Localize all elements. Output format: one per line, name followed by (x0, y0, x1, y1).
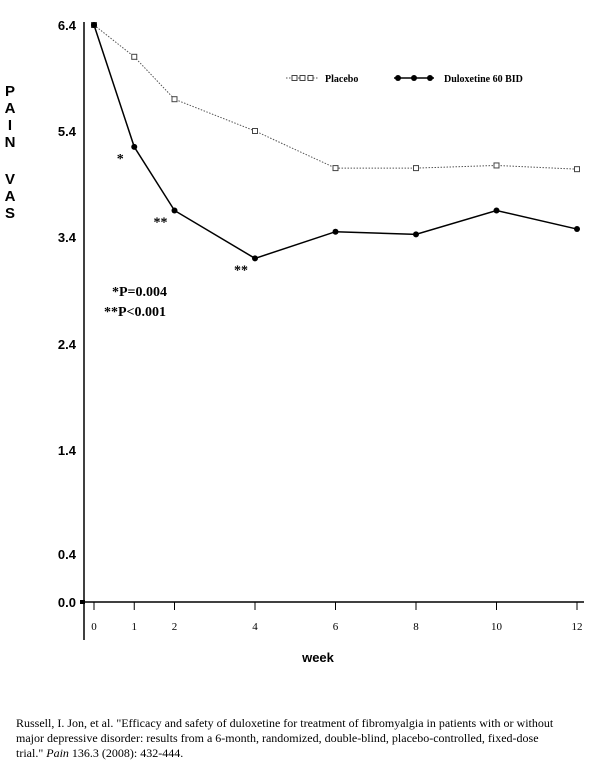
y-tick-label: 0.0 (58, 595, 76, 610)
citation-volume: 136.3 (2008): 432-444. (68, 746, 184, 760)
legend-placebo-marker (299, 75, 306, 81)
x-tick-label: 2 (172, 621, 178, 633)
series-markers (91, 22, 580, 262)
legend-placebo-marker (291, 75, 298, 81)
x-tick-label: 6 (333, 621, 339, 633)
pvalue-annotation-2: **P<0.001 (104, 305, 166, 320)
placebo-point (332, 165, 339, 172)
duloxetine-point (171, 207, 178, 214)
legend-placebo-marker (307, 75, 314, 81)
y-tick-label: 3.4 (58, 230, 77, 245)
significance-star: ** (234, 263, 248, 278)
y-tick-label: 2.4 (58, 337, 77, 352)
placebo-point (413, 165, 419, 172)
series-line-duloxetine (93, 24, 578, 260)
placebo-point (131, 53, 138, 60)
citation-text: Russell, I. Jon, et al. "Efficacy and sa… (16, 716, 554, 760)
duloxetine-point (252, 255, 258, 262)
y-axis-label-letter: V (5, 171, 15, 188)
duloxetine-point (413, 231, 419, 238)
y-tick-label: 5.4 (58, 124, 77, 139)
y-axis-label-letter: A (5, 100, 16, 117)
x-ticks: 0 1 2 4 6 8 10 12 (91, 602, 583, 633)
legend-placebo-label: Placebo (325, 74, 358, 85)
significance-stars: ***** (117, 152, 248, 279)
y-tick-label: 6.4 (58, 18, 77, 33)
legend-duloxetine-marker (395, 75, 401, 81)
citation: Russell, I. Jon, et al. "Efficacy and sa… (16, 716, 556, 761)
significance-star: * (117, 152, 124, 167)
y-axis-label-letter: I (8, 117, 12, 134)
duloxetine-point (574, 226, 580, 233)
y-tick-label: 1.4 (58, 443, 77, 458)
duloxetine-point (332, 228, 339, 235)
x-tick-label: 10 (491, 621, 503, 633)
x-tick-label: 0 (91, 621, 97, 633)
y-ticks: 6.4 5.4 3.4 2.4 1.4 0.4 0.0 (58, 18, 77, 610)
duloxetine-point (493, 207, 500, 214)
legend: Placebo Duloxetine 60 BID (286, 74, 523, 85)
legend-duloxetine-marker (427, 75, 433, 81)
x-tick-label: 4 (252, 621, 258, 633)
placebo-point (574, 166, 580, 173)
y-axis-label-letter: S (5, 205, 15, 222)
placebo-point (171, 96, 178, 103)
y-axis-label-letter: A (5, 188, 16, 205)
placebo-point (252, 128, 258, 134)
x-tick-label: 8 (413, 621, 419, 633)
x-tick-label: 12 (572, 621, 583, 633)
y-axis-label-letter: P (5, 83, 15, 100)
legend-duloxetine-label: Duloxetine 60 BID (444, 74, 523, 85)
y-tick-label: 0.4 (58, 547, 77, 562)
series-lines (93, 24, 578, 260)
duloxetine-point (91, 22, 97, 28)
citation-journal: Pain (46, 746, 69, 760)
x-axis-label: week (301, 650, 335, 665)
duloxetine-point (131, 143, 138, 150)
significance-star: ** (154, 216, 168, 231)
placebo-point (493, 162, 500, 169)
series-line-placebo (93, 24, 578, 170)
origin-marker (80, 600, 85, 604)
pvalue-annotation-1: *P=0.004 (112, 285, 167, 300)
legend-duloxetine-marker (411, 75, 417, 81)
y-axis-label-letter: N (5, 134, 16, 151)
x-tick-label: 1 (132, 621, 138, 633)
